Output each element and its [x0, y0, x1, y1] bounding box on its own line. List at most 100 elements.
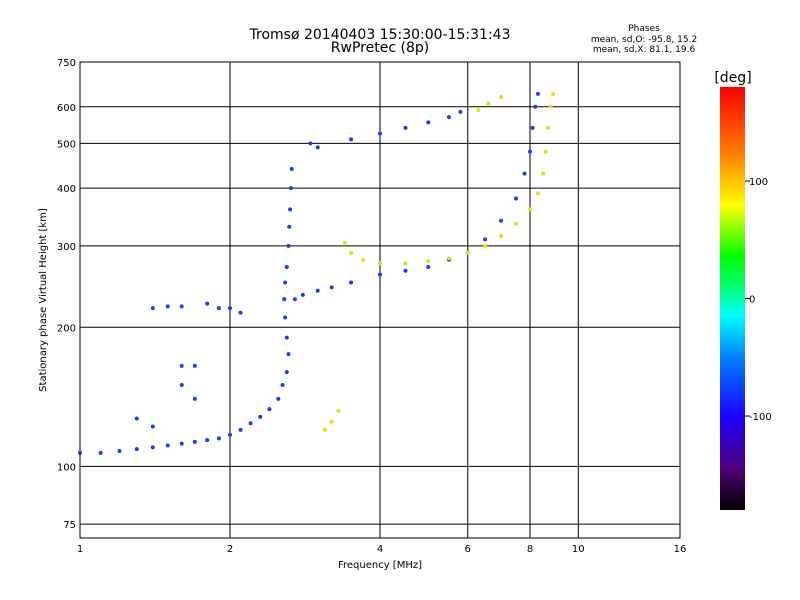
data-point — [150, 445, 155, 450]
x-tick-label: 10 — [572, 544, 585, 555]
y-tick-label: 400 — [57, 184, 76, 195]
y-axis-label: Stationary phase Virtual Height [km] — [38, 208, 49, 392]
data-point — [228, 432, 232, 437]
grid-lines — [79, 61, 681, 538]
data-point — [205, 301, 210, 306]
data-point — [426, 120, 431, 125]
data-point — [378, 261, 382, 266]
x-tick-label: 4 — [377, 544, 383, 555]
phase-stats-title: Phases — [628, 24, 660, 34]
data-point — [192, 363, 197, 368]
data-point — [403, 261, 408, 266]
data-point — [329, 419, 334, 424]
x-tick-label: 2 — [227, 544, 233, 555]
colorbar-ticks: -100 0 100 — [745, 177, 772, 423]
x-axis-label: Frequency [MHz] — [338, 560, 422, 571]
data-point — [349, 250, 354, 255]
data-point — [546, 125, 551, 130]
data-point — [378, 272, 382, 277]
data-point — [179, 441, 184, 446]
data-point — [117, 448, 122, 453]
data-point — [315, 288, 320, 293]
phase-stats-x: mean, sd,X: 81.1, 19.6 — [593, 45, 696, 55]
data-point — [228, 306, 232, 311]
data-point — [267, 407, 272, 412]
data-point — [308, 141, 313, 146]
data-point — [533, 104, 538, 109]
data-point — [205, 438, 210, 443]
data-points — [78, 91, 556, 455]
data-point — [280, 383, 285, 388]
colorbar-tick-label: -100 — [749, 412, 772, 423]
data-point — [476, 108, 481, 113]
data-point — [286, 243, 291, 248]
colorbar-tick-label: 0 — [749, 295, 755, 306]
y-tick-label: 750 — [57, 58, 76, 69]
data-point — [288, 207, 293, 212]
data-point — [284, 370, 289, 375]
data-point — [426, 265, 431, 270]
data-point — [499, 94, 504, 99]
data-point — [483, 243, 488, 248]
data-point — [458, 109, 463, 114]
y-tick-label: 300 — [57, 242, 76, 253]
data-point — [336, 408, 341, 413]
data-point — [289, 167, 294, 172]
data-point — [238, 427, 243, 432]
data-point — [179, 304, 184, 309]
data-point — [426, 259, 431, 264]
data-point — [499, 218, 504, 223]
data-point — [282, 297, 287, 302]
colorbar-tick-label: 100 — [749, 177, 768, 188]
y-axis-ticks: 75 100 200 300 400 500 600 750 — [57, 58, 76, 531]
data-point — [150, 424, 155, 429]
chart-title: Tromsø 20140403 15:30:00-15:31:43 — [249, 27, 511, 43]
data-point — [238, 310, 243, 315]
data-point — [287, 224, 292, 229]
data-point — [528, 149, 532, 154]
data-point — [483, 237, 488, 242]
data-point — [403, 125, 408, 130]
data-point — [349, 280, 354, 285]
data-point — [98, 450, 103, 455]
colorbar — [720, 87, 745, 510]
y-tick-label: 200 — [57, 323, 76, 334]
data-point — [283, 315, 288, 320]
data-point — [535, 191, 540, 196]
data-point — [342, 240, 347, 245]
data-point — [288, 186, 293, 191]
y-tick-label: 100 — [57, 462, 76, 473]
data-point — [216, 436, 221, 441]
data-point — [543, 149, 548, 154]
data-point — [329, 285, 334, 290]
data-point — [192, 439, 197, 444]
data-point — [150, 306, 155, 311]
data-point — [283, 280, 288, 285]
data-point — [300, 292, 305, 297]
y-tick-label: 500 — [57, 139, 76, 150]
data-point — [528, 207, 532, 212]
data-point — [179, 363, 184, 368]
data-point — [522, 171, 527, 176]
data-point — [286, 352, 291, 357]
chart-subtitle: RwPretec (8p) — [331, 40, 429, 56]
data-point — [548, 104, 553, 109]
x-axis-ticks: 1 2 4 6 8 10 16 — [77, 544, 687, 555]
data-point — [179, 383, 184, 388]
data-point — [315, 145, 320, 150]
data-point — [78, 450, 82, 455]
data-point — [165, 304, 170, 309]
data-point — [216, 306, 221, 311]
data-point — [361, 257, 366, 262]
data-point — [541, 171, 546, 176]
data-point — [446, 115, 451, 120]
data-point — [248, 421, 253, 426]
y-tick-label: 600 — [57, 103, 76, 114]
data-point — [284, 265, 289, 270]
data-point — [446, 256, 451, 261]
data-point — [292, 297, 297, 302]
data-point — [165, 443, 170, 448]
x-tick-label: 6 — [465, 544, 471, 555]
data-point — [514, 196, 519, 201]
